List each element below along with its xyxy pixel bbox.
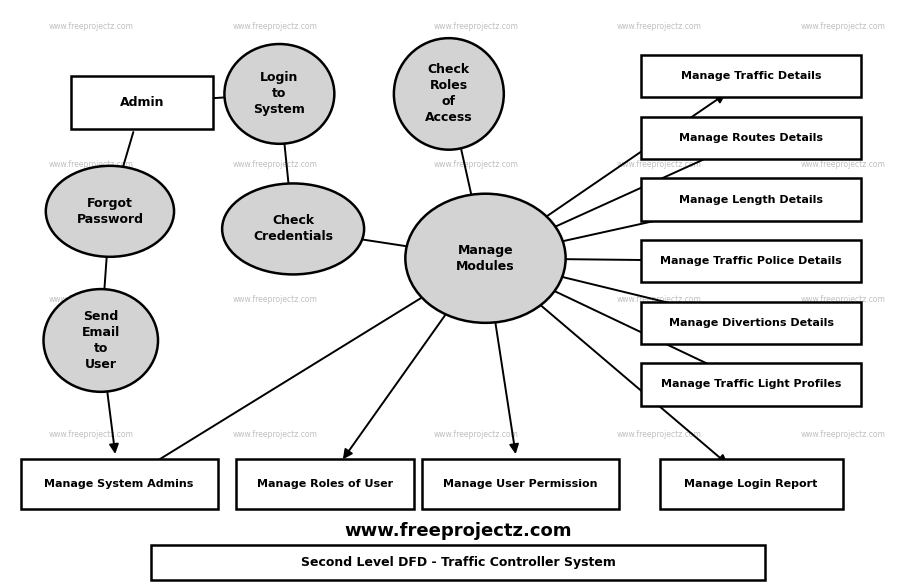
Text: www.freeprojectz.com: www.freeprojectz.com [49, 430, 134, 439]
Text: www.freeprojectz.com: www.freeprojectz.com [233, 22, 317, 31]
Text: Manage User Permission: Manage User Permission [443, 479, 597, 490]
FancyBboxPatch shape [21, 459, 217, 510]
Text: Manage Routes Details: Manage Routes Details [679, 133, 823, 143]
Text: www.freeprojectz.com: www.freeprojectz.com [617, 430, 702, 439]
Text: www.freeprojectz.com: www.freeprojectz.com [801, 295, 885, 304]
FancyBboxPatch shape [641, 302, 861, 344]
Text: Forgot
Password: Forgot Password [76, 197, 144, 226]
Text: www.freeprojectz.com: www.freeprojectz.com [434, 430, 518, 439]
Text: www.freeprojectz.com: www.freeprojectz.com [344, 522, 572, 540]
Text: www.freeprojectz.com: www.freeprojectz.com [49, 22, 134, 31]
FancyBboxPatch shape [641, 363, 861, 406]
Text: Manage Roles of User: Manage Roles of User [257, 479, 393, 490]
FancyBboxPatch shape [151, 545, 765, 580]
Text: www.freeprojectz.com: www.freeprojectz.com [617, 160, 702, 169]
Text: www.freeprojectz.com: www.freeprojectz.com [49, 160, 134, 169]
Text: Manage Traffic Details: Manage Traffic Details [681, 71, 822, 82]
FancyBboxPatch shape [660, 459, 843, 510]
Text: Manage System Admins: Manage System Admins [44, 479, 194, 490]
Text: Login
to
System: Login to System [254, 72, 305, 116]
Text: Manage Traffic Light Profiles: Manage Traffic Light Profiles [661, 379, 841, 390]
Text: www.freeprojectz.com: www.freeprojectz.com [801, 430, 885, 439]
Text: Manage
Modules: Manage Modules [456, 244, 515, 273]
Text: www.freeprojectz.com: www.freeprojectz.com [233, 295, 317, 304]
Text: www.freeprojectz.com: www.freeprojectz.com [801, 22, 885, 31]
Text: www.freeprojectz.com: www.freeprojectz.com [233, 430, 317, 439]
FancyBboxPatch shape [235, 459, 414, 510]
FancyBboxPatch shape [641, 55, 861, 97]
Text: www.freeprojectz.com: www.freeprojectz.com [49, 295, 134, 304]
Text: www.freeprojectz.com: www.freeprojectz.com [434, 160, 518, 169]
Text: Manage Login Report: Manage Login Report [684, 479, 818, 490]
Text: www.freeprojectz.com: www.freeprojectz.com [434, 22, 518, 31]
Text: www.freeprojectz.com: www.freeprojectz.com [617, 22, 702, 31]
Ellipse shape [405, 194, 565, 323]
FancyBboxPatch shape [641, 117, 861, 159]
Text: Admin: Admin [120, 96, 164, 109]
Ellipse shape [224, 44, 334, 144]
Text: www.freeprojectz.com: www.freeprojectz.com [434, 295, 518, 304]
Text: www.freeprojectz.com: www.freeprojectz.com [801, 160, 885, 169]
Text: Manage Length Details: Manage Length Details [679, 194, 823, 205]
Text: Second Level DFD - Traffic Controller System: Second Level DFD - Traffic Controller Sy… [300, 556, 616, 569]
FancyBboxPatch shape [641, 178, 861, 221]
Text: Check
Roles
of
Access: Check Roles of Access [425, 63, 473, 124]
Text: Manage Divertions Details: Manage Divertions Details [669, 318, 834, 328]
FancyBboxPatch shape [71, 76, 213, 129]
Ellipse shape [46, 166, 174, 257]
Text: www.freeprojectz.com: www.freeprojectz.com [617, 295, 702, 304]
Text: Manage Traffic Police Details: Manage Traffic Police Details [660, 256, 842, 266]
Text: www.freeprojectz.com: www.freeprojectz.com [233, 160, 317, 169]
Ellipse shape [222, 183, 365, 275]
Ellipse shape [394, 38, 504, 150]
Text: Check
Credentials: Check Credentials [253, 214, 333, 244]
Ellipse shape [43, 289, 158, 392]
FancyBboxPatch shape [421, 459, 619, 510]
FancyBboxPatch shape [641, 240, 861, 282]
Text: Send
Email
to
User: Send Email to User [82, 310, 120, 371]
